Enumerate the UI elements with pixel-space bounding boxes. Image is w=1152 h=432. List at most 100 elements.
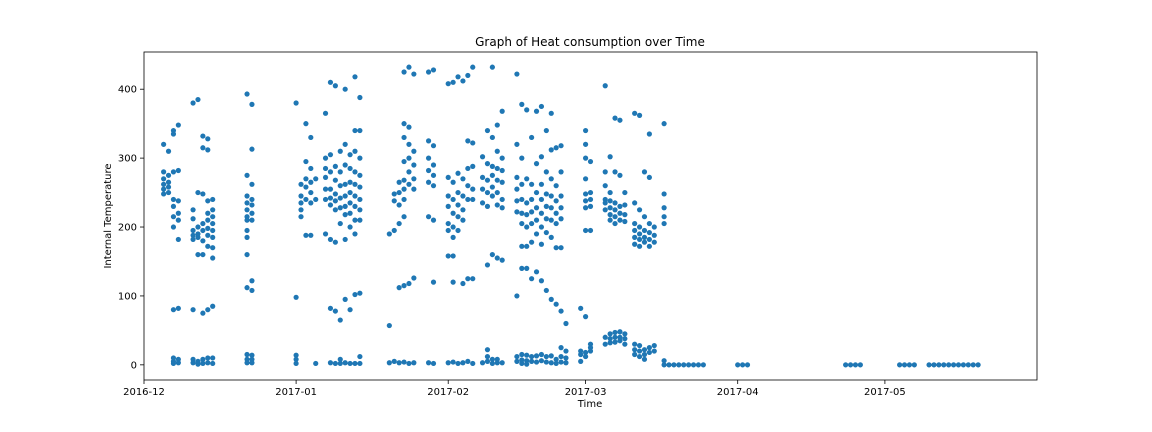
- data-point: [308, 232, 314, 238]
- data-point: [661, 220, 667, 227]
- data-point: [489, 134, 495, 141]
- data-point: [200, 227, 206, 234]
- data-point: [200, 220, 206, 227]
- data-point: [170, 224, 177, 230]
- data-point: [352, 127, 358, 134]
- data-point: [386, 360, 392, 366]
- data-point: [430, 217, 437, 223]
- data-point: [357, 196, 363, 203]
- data-point: [357, 217, 363, 223]
- data-point: [563, 355, 569, 361]
- data-point: [582, 155, 589, 161]
- x-tick-label: 2017-04: [717, 387, 759, 398]
- data-point: [484, 177, 491, 183]
- data-point: [165, 148, 172, 154]
- x-tick-label: 2017-01: [275, 387, 317, 398]
- data-point: [632, 110, 638, 116]
- data-point: [205, 307, 211, 313]
- data-point: [190, 100, 196, 106]
- data-point: [205, 360, 211, 366]
- data-point: [646, 236, 652, 243]
- data-point: [332, 207, 338, 213]
- data-point: [175, 217, 181, 223]
- data-point: [489, 172, 495, 178]
- data-point: [244, 285, 250, 291]
- data-point: [661, 214, 667, 220]
- data-point: [735, 362, 741, 368]
- data-point: [533, 205, 540, 211]
- data-point: [357, 172, 363, 178]
- data-point: [352, 231, 358, 237]
- data-point: [632, 227, 638, 234]
- data-point: [396, 179, 402, 185]
- data-point: [666, 362, 672, 368]
- data-point: [411, 71, 417, 77]
- data-point: [406, 280, 412, 287]
- data-point: [553, 145, 559, 151]
- data-point: [617, 329, 623, 335]
- data-point: [357, 353, 363, 360]
- data-point: [529, 209, 535, 215]
- data-point: [960, 362, 967, 368]
- data-point: [401, 283, 407, 289]
- data-point: [332, 163, 338, 169]
- data-point: [538, 224, 545, 230]
- data-point: [170, 196, 177, 203]
- data-point: [430, 360, 437, 367]
- data-point: [303, 158, 309, 165]
- data-point: [293, 100, 299, 106]
- data-point: [641, 227, 648, 234]
- data-point: [200, 238, 206, 244]
- data-point: [430, 143, 437, 149]
- data-point: [170, 169, 177, 175]
- data-point: [524, 352, 530, 358]
- data-point: [524, 107, 530, 113]
- data-point: [636, 231, 643, 237]
- data-point: [612, 220, 618, 227]
- data-point: [587, 227, 594, 234]
- data-point: [386, 231, 392, 237]
- data-point: [244, 227, 250, 234]
- data-point: [244, 200, 250, 206]
- data-point: [327, 195, 334, 201]
- data-point: [406, 155, 412, 161]
- data-point: [533, 108, 540, 114]
- data-point: [543, 127, 549, 134]
- data-point: [249, 146, 255, 152]
- data-point: [519, 220, 525, 227]
- data-point: [391, 358, 397, 364]
- data-point: [906, 362, 913, 368]
- data-point: [322, 186, 329, 192]
- data-point: [460, 280, 466, 287]
- data-point: [396, 360, 402, 366]
- data-point: [690, 362, 697, 368]
- data-point: [602, 169, 608, 175]
- data-point: [617, 117, 623, 123]
- data-point: [465, 276, 471, 282]
- data-point: [970, 362, 976, 368]
- data-point: [529, 358, 535, 364]
- data-point: [499, 179, 505, 185]
- data-point: [651, 348, 657, 354]
- data-point: [298, 193, 304, 199]
- data-point: [322, 155, 329, 161]
- data-point: [249, 278, 255, 284]
- data-point: [210, 360, 216, 367]
- data-point: [582, 176, 589, 182]
- data-point: [470, 360, 476, 367]
- data-point: [406, 141, 412, 147]
- data-point: [612, 207, 618, 213]
- data-point: [342, 236, 348, 243]
- data-point: [489, 64, 495, 70]
- data-point: [342, 162, 348, 168]
- data-point: [548, 176, 554, 182]
- data-point: [646, 349, 652, 356]
- data-point: [165, 172, 172, 178]
- data-point: [612, 329, 618, 336]
- data-point: [391, 191, 397, 197]
- data-point: [700, 362, 706, 368]
- data-point: [244, 360, 250, 366]
- data-point: [538, 103, 545, 110]
- data-point: [396, 202, 402, 208]
- data-point: [529, 276, 535, 282]
